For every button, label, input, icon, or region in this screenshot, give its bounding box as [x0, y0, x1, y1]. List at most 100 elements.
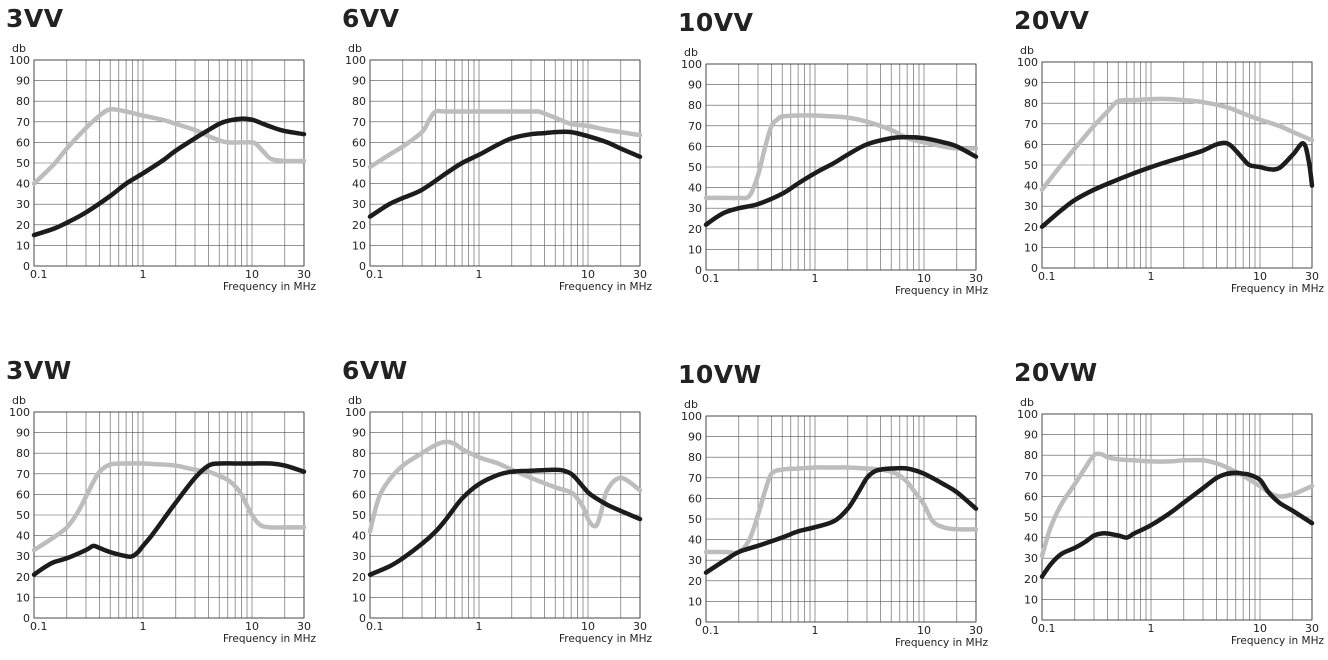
y-tick-label: 90: [352, 75, 366, 88]
y-tick-label: 80: [688, 451, 702, 464]
y-tick-label: 10: [1024, 593, 1038, 606]
y-tick-label: 30: [16, 550, 30, 563]
y-tick-label: 70: [1024, 470, 1038, 483]
y-tick-label: 20: [688, 575, 702, 588]
y-tick-label: 60: [688, 492, 702, 505]
x-axis-label: Frequency in MHz: [559, 281, 652, 293]
x-tick-label: 1: [1147, 622, 1154, 635]
y-tick-label: 0: [1031, 614, 1038, 627]
series-line-light: [367, 108, 643, 170]
x-tick-label: 0.1: [30, 268, 48, 281]
chart-title: 3VV: [6, 4, 64, 33]
y-tick-label: 50: [688, 161, 702, 174]
y-tick-label: 60: [688, 140, 702, 153]
y-tick-label: 40: [1024, 180, 1038, 193]
y-axis-label: db: [348, 394, 362, 407]
plot-frame: [1041, 413, 1313, 621]
x-tick-label: 10: [917, 624, 931, 637]
x-tick-label: 0.1: [702, 272, 720, 285]
y-tick-label: 30: [352, 550, 366, 563]
grid: [369, 59, 641, 267]
series-line-light: [1039, 96, 1315, 192]
y-tick-label: 0: [695, 616, 702, 629]
x-tick-label: 0.1: [366, 268, 384, 281]
y-tick-label: 80: [352, 447, 366, 460]
grid: [1041, 61, 1313, 269]
grid: [705, 415, 977, 623]
series-line-dark: [367, 467, 643, 577]
y-tick-label: 50: [352, 157, 366, 170]
chart-title: 20VV: [1014, 6, 1090, 35]
y-tick-label: 20: [352, 219, 366, 232]
y-tick-label: 30: [688, 202, 702, 215]
x-tick-label: 1: [475, 620, 482, 633]
y-tick-label: 60: [1024, 138, 1038, 151]
x-axis-label: Frequency in MHz: [895, 637, 988, 649]
series-line-light: [703, 465, 979, 556]
series-line-light: [31, 107, 307, 186]
y-tick-label: 20: [688, 223, 702, 236]
x-tick-label: 1: [475, 268, 482, 281]
y-tick-label: 40: [688, 534, 702, 547]
chart-panel-3vw: 3VW 0 10 20 30 40 50 60 70 80 90 100 db 0.1 1 10 30 Freq…: [0, 356, 318, 656]
x-tick-label: 30: [297, 620, 311, 633]
x-tick-label: 10: [1253, 622, 1267, 635]
x-tick-label: 10: [581, 268, 595, 281]
x-axis-label: Frequency in MHz: [223, 281, 316, 293]
chart-panel-6vv: 6VV 0 10 20 30 40 50 60 70 80 90 100 db 0.1 1 10 30 Freq…: [336, 4, 654, 304]
x-tick-label: 1: [811, 624, 818, 637]
y-tick-label: 100: [681, 410, 702, 423]
y-tick-label: 90: [1024, 429, 1038, 442]
x-tick-label: 30: [297, 268, 311, 281]
y-tick-label: 20: [16, 219, 30, 232]
y-tick-label: 70: [1024, 118, 1038, 131]
y-tick-label: 50: [1024, 511, 1038, 524]
chart-panel-10vv: 10VV 0 10 20 30 40 50 60 70 80 90 100 db 0.1 1 10 30 Fre…: [672, 8, 990, 308]
x-tick-label: 30: [633, 620, 647, 633]
y-tick-label: 90: [352, 427, 366, 440]
y-tick-label: 40: [16, 530, 30, 543]
x-axis-label: Frequency in MHz: [223, 633, 316, 645]
grid: [705, 63, 977, 271]
y-axis-label: db: [12, 42, 26, 55]
chart-panel-3vv: 3VV 0 10 20 30 40 50 60 70 80 90 100 db 0.1 1 10 30 Freq…: [0, 4, 318, 304]
y-tick-label: 10: [352, 591, 366, 604]
chart-title: 20VW: [1014, 358, 1098, 387]
x-tick-label: 10: [1253, 270, 1267, 283]
y-tick-label: 60: [16, 136, 30, 149]
plot-frame: [369, 411, 641, 619]
y-tick-label: 80: [1024, 97, 1038, 110]
y-tick-label: 90: [688, 431, 702, 444]
series-line-light: [1039, 451, 1315, 559]
series-line-light: [31, 461, 307, 553]
series-line-light: [367, 439, 643, 534]
x-tick-label: 1: [139, 620, 146, 633]
y-tick-label: 70: [16, 116, 30, 129]
y-tick-label: 70: [688, 472, 702, 485]
y-tick-label: 90: [16, 427, 30, 440]
x-tick-label: 30: [1305, 622, 1319, 635]
y-tick-label: 60: [1024, 490, 1038, 503]
y-axis-label: db: [1020, 396, 1034, 409]
chart-title: 6VV: [342, 4, 400, 33]
y-tick-label: 100: [9, 406, 30, 419]
y-tick-label: 0: [359, 612, 366, 625]
y-tick-label: 50: [688, 513, 702, 526]
series-line-light: [703, 113, 979, 201]
series-line-dark: [31, 116, 307, 238]
x-tick-label: 30: [633, 268, 647, 281]
series-line-dark: [1039, 470, 1315, 579]
x-tick-label: 1: [811, 272, 818, 285]
y-axis-label: db: [12, 394, 26, 407]
x-tick-label: 0.1: [1038, 270, 1056, 283]
y-tick-label: 0: [695, 264, 702, 277]
y-tick-label: 40: [688, 182, 702, 195]
y-tick-label: 50: [1024, 159, 1038, 172]
x-tick-label: 10: [245, 620, 259, 633]
